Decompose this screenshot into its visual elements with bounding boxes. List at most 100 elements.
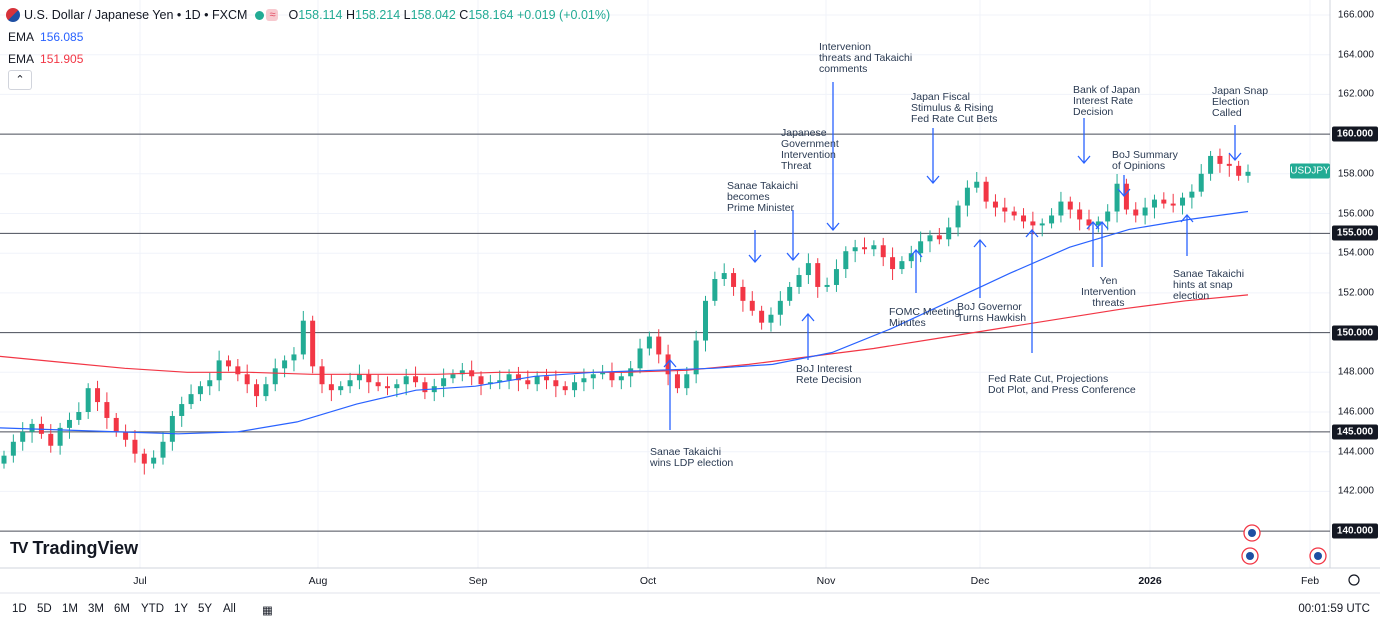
time-tick-label: Oct — [639, 575, 657, 587]
ema-legend-2[interactable]: EMA 151.905 — [8, 52, 84, 66]
market-status[interactable]: ≈ — [255, 9, 279, 21]
annotation-boj-rate: BoJ Interest Rete Decision — [796, 363, 862, 386]
candle-body — [805, 263, 811, 276]
candle-body — [1161, 199, 1167, 204]
candle-body — [880, 245, 886, 258]
candle-body — [674, 374, 680, 389]
candle-body — [815, 263, 821, 287]
candle-body — [29, 423, 35, 432]
timeframe-button-1y[interactable]: 1Y — [174, 603, 189, 615]
candle-body — [310, 320, 316, 367]
candle-body — [562, 386, 568, 391]
candle-body — [525, 380, 531, 385]
candle-body — [824, 284, 830, 287]
candle-body — [1105, 211, 1111, 222]
candle-body — [319, 366, 325, 385]
price-level-label: 145.000 — [1332, 424, 1378, 440]
arrow-head — [826, 222, 840, 231]
candle-body — [1133, 209, 1139, 216]
market-open-icon — [255, 10, 265, 20]
timeframe-button-5d[interactable]: 5D — [37, 603, 52, 615]
tradingview-logo[interactable]: TV TradingView — [10, 538, 139, 558]
candle-body — [955, 205, 961, 228]
candle-body — [10, 441, 16, 456]
price-level-label: 140.000 — [1332, 523, 1378, 539]
candle-body — [693, 340, 699, 375]
candle-body — [66, 419, 72, 428]
candle-body — [48, 433, 54, 446]
annotation-snap-called: Japan Snap Election Called — [1212, 85, 1269, 119]
candle-body — [113, 417, 119, 432]
candle-body — [1226, 163, 1232, 166]
annotation-gov-threat: Japanese Government Intervention Threat — [781, 127, 839, 172]
arrow-head — [801, 313, 815, 322]
time-tick-label: Jul — [133, 575, 147, 587]
arrow-head — [1117, 188, 1131, 197]
flag-dot — [1314, 552, 1322, 560]
candle-body — [441, 378, 447, 387]
candle-body — [282, 360, 288, 369]
settings-gear-icon — [1348, 574, 1360, 586]
candle-body — [197, 386, 203, 395]
candle-body — [646, 336, 652, 349]
candle-body — [478, 376, 484, 385]
candle-body — [1217, 155, 1223, 164]
arrow-head — [909, 249, 923, 258]
candle-body — [1011, 211, 1017, 216]
utc-clock[interactable]: 00:01:59 UTC — [1298, 603, 1370, 615]
candle-body — [141, 453, 147, 464]
timeframe-button-5y[interactable]: 5Y — [198, 603, 213, 615]
tv-logo-icon: TV — [10, 539, 29, 557]
candle-body — [703, 300, 709, 341]
candle-body — [347, 380, 353, 387]
chart-header: U.S. Dollar / Japanese Yen • 1D • FXCM ≈… — [6, 8, 610, 22]
candle-body — [375, 382, 381, 387]
candle-body — [1170, 203, 1176, 206]
flag-dot — [1246, 552, 1254, 560]
ema-legend-1[interactable]: EMA 156.085 — [8, 30, 84, 44]
collapse-legend-button[interactable]: ⌃ — [8, 70, 32, 90]
timeframe-button-1d[interactable]: 1D — [12, 603, 27, 615]
candle-body — [179, 404, 185, 416]
candle-body — [216, 360, 222, 381]
candle-body — [151, 457, 157, 464]
arrow-head — [926, 175, 940, 184]
candle-body — [1189, 191, 1195, 198]
price-tick-label: 164.000 — [1337, 49, 1374, 61]
candle-body — [964, 187, 970, 206]
candle-body — [1030, 221, 1036, 226]
timeframe-button-3m[interactable]: 3M — [88, 603, 104, 615]
candle-body — [291, 354, 297, 361]
calendar-range-icon[interactable]: ▦ — [262, 605, 273, 617]
symbol-title[interactable]: U.S. Dollar / Japanese Yen • 1D • FXCM — [24, 8, 248, 22]
candle-body — [356, 374, 362, 381]
price-tick-label: 154.000 — [1337, 247, 1374, 259]
candle-body — [235, 366, 241, 375]
candle-body — [1208, 155, 1214, 174]
candle-body — [1, 455, 7, 464]
arrow-head — [748, 254, 762, 263]
candle-body — [600, 372, 606, 375]
price-tick-label: 162.000 — [1337, 88, 1374, 100]
candle-body — [721, 273, 727, 280]
arrow-head — [973, 239, 987, 248]
timeframe-button-1m[interactable]: 1M — [62, 603, 78, 615]
candle-body — [918, 241, 924, 254]
candle-body — [1039, 223, 1045, 226]
candle-body — [57, 427, 63, 446]
price-tick-label: 142.000 — [1337, 485, 1374, 497]
candle-body — [1067, 201, 1073, 210]
timeframe-button-6m[interactable]: 6M — [114, 603, 130, 615]
timeframe-button-ytd[interactable]: YTD — [141, 603, 164, 615]
candle-body — [263, 384, 269, 397]
bottom-toolbar: 1D 5D 1M 3M 6M YTD 1Y 5Y All ▦ 00:01:59 UTC — [0, 598, 1380, 620]
annotation-boj-gov: BoJ Governor Turns Hawkish — [957, 301, 1027, 324]
candle-body — [104, 402, 110, 418]
candle-body — [459, 370, 465, 375]
candle-body — [665, 354, 671, 375]
candle-body — [515, 374, 521, 381]
timeframe-button-all[interactable]: All — [223, 603, 236, 615]
candle-body — [1086, 219, 1092, 226]
candle-body — [1236, 165, 1242, 176]
